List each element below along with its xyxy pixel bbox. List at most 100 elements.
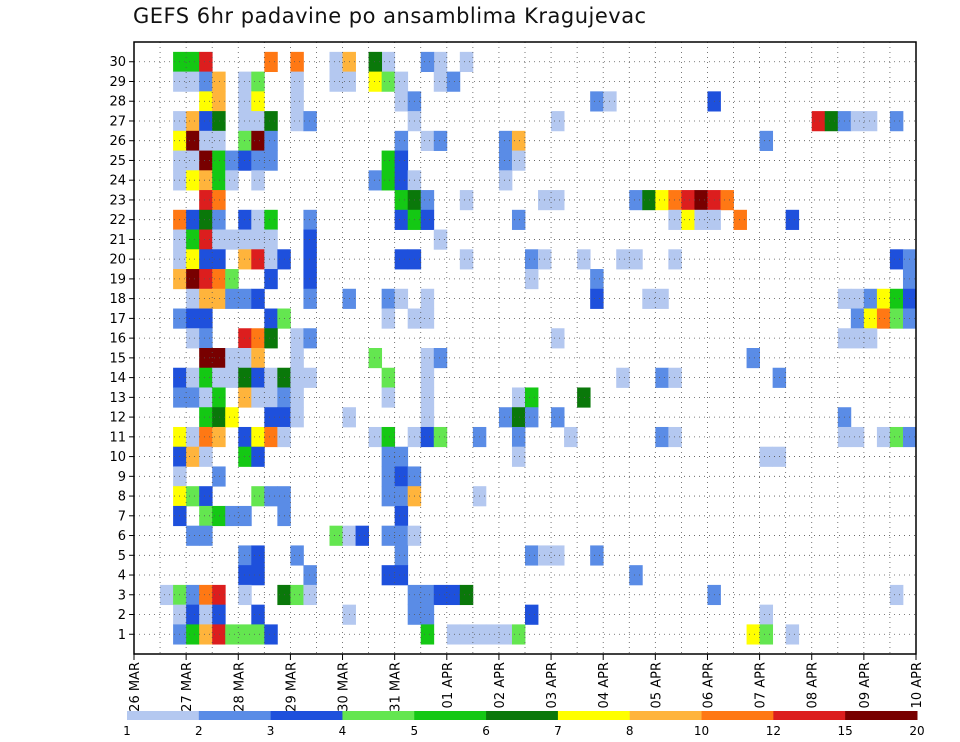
- heatmap-cell: [876, 308, 891, 329]
- colorbar-label: 6: [482, 724, 490, 738]
- heatmap-cell: [381, 525, 396, 546]
- heatmap-cell: [212, 229, 226, 250]
- heatmap-cell: [394, 505, 409, 527]
- heatmap-cell: [225, 150, 239, 171]
- heatmap-cell: [394, 71, 409, 92]
- heatmap-cell: [251, 130, 265, 151]
- heatmap-cell: [511, 407, 526, 428]
- heatmap-cell: [212, 604, 226, 625]
- heatmap-cell: [186, 229, 200, 250]
- heatmap-cell: [863, 328, 878, 349]
- heatmap-cell: [212, 150, 226, 171]
- heatmap-cell: [329, 71, 343, 92]
- heatmap-cell: [212, 407, 226, 428]
- heatmap-cell: [186, 249, 200, 270]
- heatmap-cell: [199, 348, 213, 369]
- heatmap-cell: [225, 170, 239, 191]
- heatmap-cell: [655, 426, 669, 448]
- colorbar-label: 15: [838, 724, 853, 738]
- heatmap-cell: [251, 71, 265, 92]
- heatmap-cell: [394, 446, 409, 467]
- x-tick-label: 07 APR: [754, 662, 769, 708]
- heatmap-cell: [785, 624, 800, 645]
- heatmap-cell: [420, 51, 435, 73]
- heatmap-cell: [264, 387, 278, 408]
- heatmap-cell: [186, 170, 200, 191]
- heatmap-cell: [212, 130, 226, 151]
- heatmap-cell: [511, 426, 526, 448]
- heatmap-cell: [655, 190, 669, 211]
- heatmap-cell: [498, 624, 513, 645]
- heatmap-cell: [394, 545, 409, 566]
- heatmap-cell: [811, 111, 826, 132]
- heatmap-cell: [433, 348, 448, 369]
- colorbar-label: 8: [626, 724, 634, 738]
- heatmap-cell: [212, 348, 226, 369]
- heatmap-cell: [368, 71, 383, 92]
- colorbar-label: 2: [195, 724, 203, 738]
- heatmap-cell: [498, 130, 513, 151]
- heatmap-cell: [668, 190, 682, 211]
- colorbar-swatch: [127, 711, 200, 720]
- heatmap-cell: [655, 288, 669, 309]
- heatmap-cell: [420, 308, 435, 329]
- heatmap-cell: [329, 525, 343, 546]
- heatmap-cell: [420, 387, 435, 408]
- x-tick-label: 03 APR: [545, 662, 560, 708]
- heatmap-cell: [394, 209, 409, 230]
- heatmap-cell: [446, 584, 461, 606]
- heatmap-cell: [420, 130, 435, 151]
- heatmap-cell: [694, 190, 708, 211]
- heatmap-cell: [251, 91, 265, 112]
- colorbar-label: 12: [766, 724, 781, 738]
- heatmap-cell: [629, 249, 643, 270]
- heatmap-cell: [199, 269, 213, 290]
- heatmap-cell: [876, 288, 891, 309]
- y-tick-label: 25: [109, 154, 126, 169]
- x-tick-label: 09 APR: [858, 662, 873, 708]
- heatmap-cell: [720, 190, 734, 211]
- heatmap-cell: [511, 150, 526, 171]
- heatmap-cell: [498, 150, 513, 171]
- x-tick-label: 28 MAR: [232, 662, 247, 712]
- heatmap-cell: [264, 367, 278, 388]
- y-tick-label: 19: [109, 272, 126, 287]
- heatmap-cell: [212, 505, 226, 527]
- heatmap-cell: [511, 624, 526, 645]
- heatmap-cell: [186, 269, 200, 290]
- heatmap-cell: [199, 604, 213, 625]
- heatmap-cell: [511, 387, 526, 408]
- heatmap-cell: [186, 486, 200, 507]
- heatmap-cell: [251, 209, 265, 230]
- heatmap-cell: [199, 51, 213, 73]
- heatmap-cell: [394, 525, 409, 546]
- heatmap-cell: [225, 269, 239, 290]
- y-tick-label: 16: [109, 332, 126, 347]
- heatmap-cell: [264, 51, 278, 73]
- heatmap-cell: [420, 407, 435, 428]
- heatmap-cell: [186, 71, 200, 92]
- heatmap-cell: [381, 288, 396, 309]
- heatmap-cell: [668, 209, 682, 230]
- colorbar-label: 20: [909, 724, 924, 738]
- heatmap-cell: [577, 249, 591, 270]
- heatmap-cell: [199, 525, 213, 546]
- heatmap-cell: [394, 249, 409, 270]
- heatmap-cell: [368, 426, 383, 448]
- heatmap-cell: [420, 624, 435, 645]
- heatmap-cell: [485, 624, 500, 645]
- heatmap-cell: [511, 130, 526, 151]
- heatmap-cell: [381, 308, 396, 329]
- heatmap-cell: [212, 209, 226, 230]
- heatmap-cell: [251, 604, 265, 625]
- heatmap-cell: [850, 288, 865, 309]
- x-tick-label: 29 MAR: [284, 662, 299, 712]
- heatmap-cell: [863, 288, 878, 309]
- heatmap-cell: [251, 348, 265, 369]
- heatmap-cell: [212, 249, 226, 270]
- heatmap-cell: [746, 348, 760, 369]
- heatmap-cell: [251, 328, 265, 349]
- heatmap-cell: [186, 446, 200, 467]
- y-tick-label: 14: [109, 371, 126, 386]
